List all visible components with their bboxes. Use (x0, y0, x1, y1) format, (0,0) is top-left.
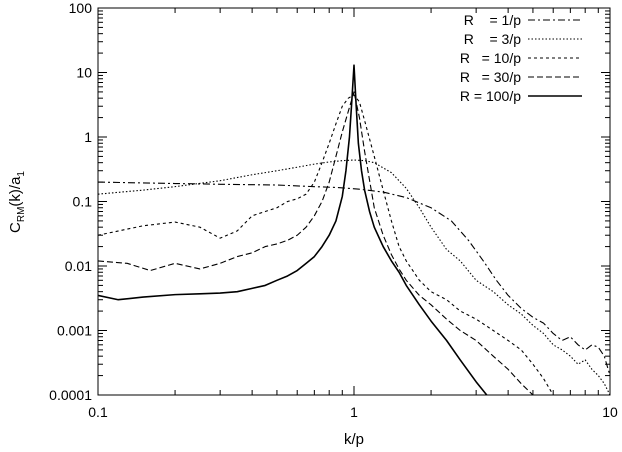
series-line-5 (98, 64, 488, 395)
y-axis-title-sub1: RM (16, 207, 27, 223)
x-axis-title: k/p (344, 431, 364, 448)
y-tick-label: 0.0001 (49, 387, 92, 403)
y-tick-label: 1 (84, 129, 92, 145)
y-tick-label: 10 (76, 65, 92, 81)
y-axis-title-sub2: 1 (16, 171, 27, 177)
y-tick-label: 0.01 (65, 258, 92, 274)
legend-label-3: R = 10/p (460, 50, 521, 66)
y-axis-title-mid: (k)/a (7, 176, 24, 207)
legend-label-2: R = 3/p (464, 31, 521, 47)
legend-label-5: R = 100/p (460, 88, 521, 104)
series-line-4 (98, 91, 534, 395)
series-line-3 (98, 94, 554, 395)
x-tick-label: 0.1 (88, 404, 108, 420)
y-axis-title-main: C (7, 222, 24, 233)
x-tick-label: 10 (602, 404, 618, 420)
series-line-2 (98, 159, 610, 395)
y-tick-label: 100 (69, 0, 93, 16)
legend-label-1: R = 1/p (464, 12, 521, 28)
y-tick-label: 0.001 (57, 323, 92, 339)
legend-label-4: R = 30/p (460, 69, 521, 85)
y-tick-label: 0.1 (73, 194, 93, 210)
x-tick-label: 1 (350, 404, 358, 420)
series-line-1 (98, 181, 610, 376)
y-axis-title: CRM(k)/a1 (7, 171, 27, 233)
